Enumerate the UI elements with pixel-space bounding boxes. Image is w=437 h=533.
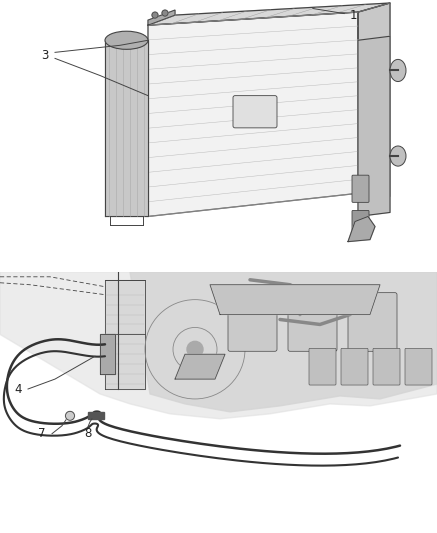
FancyBboxPatch shape — [373, 348, 400, 385]
Text: 7: 7 — [38, 427, 46, 440]
Ellipse shape — [105, 31, 148, 50]
Polygon shape — [105, 41, 148, 216]
Polygon shape — [175, 354, 225, 379]
Polygon shape — [148, 10, 175, 25]
Ellipse shape — [390, 146, 406, 166]
Polygon shape — [100, 334, 115, 374]
Polygon shape — [148, 3, 390, 25]
FancyBboxPatch shape — [341, 348, 368, 385]
Polygon shape — [348, 216, 375, 241]
FancyBboxPatch shape — [288, 293, 337, 351]
Polygon shape — [130, 272, 437, 412]
FancyBboxPatch shape — [348, 293, 397, 351]
Polygon shape — [358, 36, 390, 216]
Polygon shape — [210, 285, 380, 314]
Circle shape — [152, 12, 158, 18]
Circle shape — [187, 341, 203, 357]
Circle shape — [66, 411, 74, 421]
Text: 3: 3 — [42, 49, 49, 62]
FancyBboxPatch shape — [233, 95, 277, 128]
Circle shape — [162, 10, 168, 16]
FancyBboxPatch shape — [405, 348, 432, 385]
Polygon shape — [0, 272, 437, 419]
FancyBboxPatch shape — [309, 348, 336, 385]
FancyBboxPatch shape — [352, 211, 369, 232]
Text: 4: 4 — [14, 383, 22, 395]
Text: 8: 8 — [84, 427, 92, 440]
Polygon shape — [105, 280, 145, 389]
Polygon shape — [148, 12, 358, 216]
FancyBboxPatch shape — [352, 175, 369, 203]
FancyBboxPatch shape — [228, 293, 277, 351]
Polygon shape — [88, 412, 104, 419]
Polygon shape — [358, 3, 390, 196]
Ellipse shape — [390, 59, 406, 82]
Text: 1: 1 — [313, 9, 357, 22]
